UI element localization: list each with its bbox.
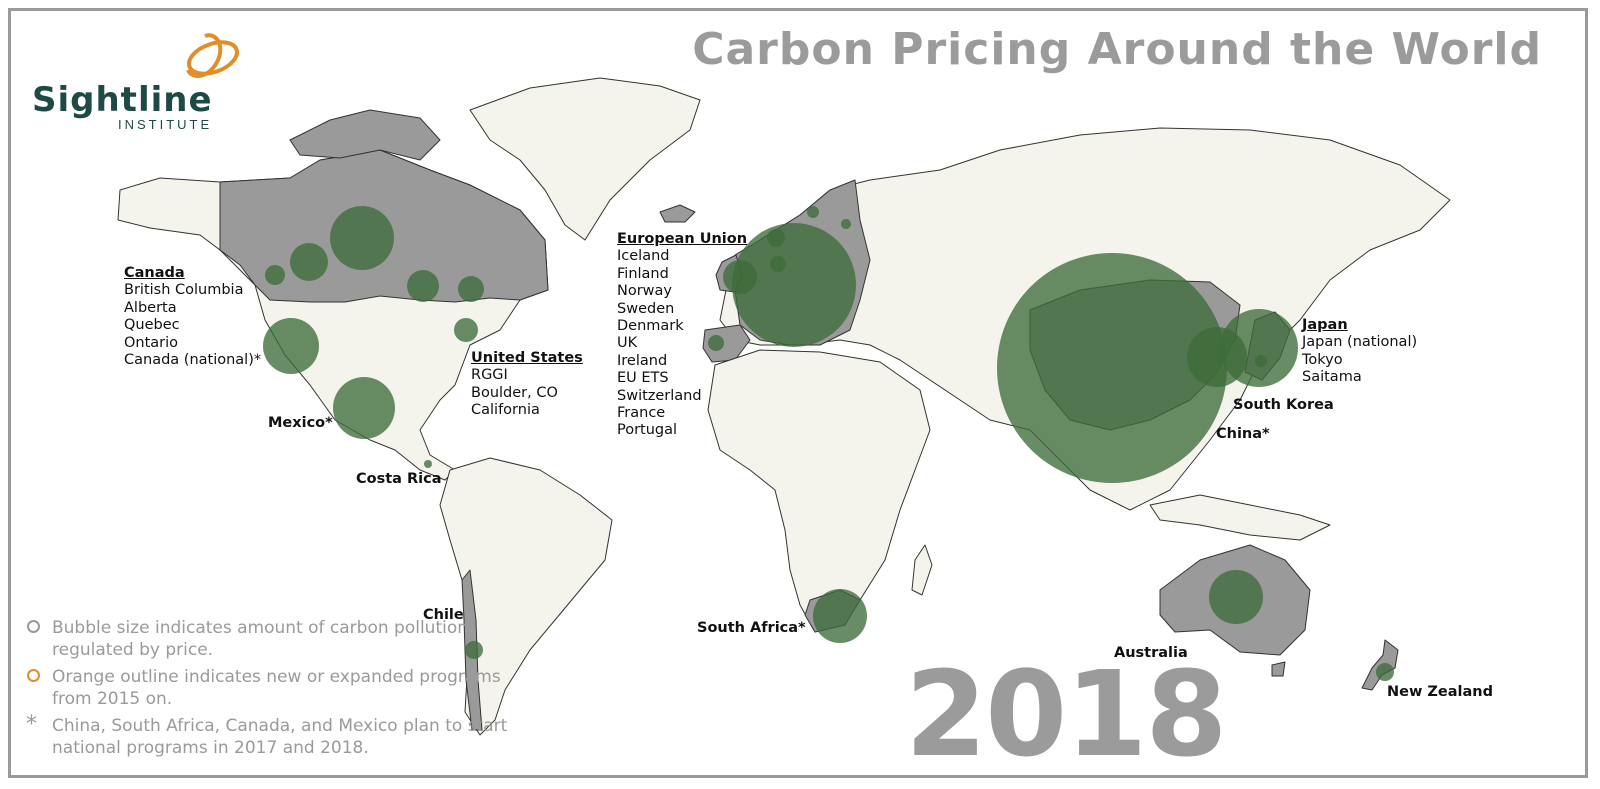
bubble-south-korea <box>1187 327 1247 387</box>
european-union-item: Iceland <box>617 248 670 265</box>
united-states-item: California <box>471 402 540 419</box>
canada-programs: Canada British Columbia Alberta Quebec O… <box>124 265 261 369</box>
canada-item: Ontario <box>124 334 179 351</box>
united-states-item: RGGI <box>471 367 508 384</box>
bubble-south-africa <box>813 589 867 643</box>
madagascar-landmass <box>911 544 933 596</box>
japan-heading: Japan <box>1302 317 1348 333</box>
map-frame <box>8 8 1588 778</box>
bubble-ontario <box>407 270 439 302</box>
bubble-australia <box>1209 570 1263 624</box>
canada-heading: Canada <box>124 265 185 281</box>
japan-item: Tokyo <box>1302 351 1343 368</box>
logo-subtitle: INSTITUTE <box>118 117 213 132</box>
legend-orange-outline-text: Orange outline indicates new or expanded… <box>52 667 501 709</box>
bubble-tokyo <box>1255 355 1267 367</box>
asterisk-icon: * <box>26 712 37 737</box>
label-mexico: Mexico* <box>268 415 333 431</box>
japan-programs: Japan Japan (national) Tokyo Saitama <box>1302 317 1417 387</box>
japan-item: Japan (national) <box>1302 334 1418 351</box>
label-new-zealand: New Zealand <box>1387 684 1494 700</box>
japan-item: Saitama <box>1302 369 1362 386</box>
bubble-portugal <box>708 335 724 351</box>
bubble-british-columbia <box>265 265 285 285</box>
european-union-item: Finland <box>617 265 669 282</box>
hollow-circle-icon <box>27 620 40 633</box>
european-union-item: Sweden <box>617 300 675 317</box>
bubble-california <box>263 318 319 374</box>
european-union-item: France <box>617 405 666 422</box>
label-china: China* <box>1216 426 1270 442</box>
canada-item: Canada (national)* <box>124 352 262 369</box>
bubble-mexico <box>333 377 395 439</box>
canada-item: Quebec <box>124 317 180 334</box>
bubble-quebec <box>458 276 484 302</box>
greenland-landmass <box>469 77 701 241</box>
united-states-item: Boulder, CO <box>471 384 558 401</box>
tasmania-shaded-region <box>1271 661 1286 677</box>
year-label: 2018 <box>905 645 1227 783</box>
bubble-france <box>770 256 786 272</box>
arctic-islands <box>289 109 441 161</box>
european-union-item: Portugal <box>617 422 678 439</box>
legend-bubble-size-text: Bubble size indicates amount of carbon p… <box>52 618 469 660</box>
label-south-korea: South Korea <box>1233 397 1334 413</box>
european-union-item: UK <box>617 335 638 352</box>
european-union-heading: European Union <box>617 231 748 247</box>
european-union-item: Ireland <box>617 352 668 369</box>
european-union-programs: European Union Iceland Finland Norway Sw… <box>617 231 747 440</box>
european-union-item: Switzerland <box>617 387 702 404</box>
bubble-new-zealand <box>1376 663 1394 681</box>
label-costa-rica: Costa Rica <box>356 471 442 487</box>
bubble-norway <box>767 229 785 247</box>
european-union-item: Denmark <box>617 318 684 335</box>
bubble-eu-ets <box>732 223 856 347</box>
label-chile: Chile <box>423 607 464 623</box>
bubble-finland <box>841 219 851 229</box>
southeast-asia-islands <box>1149 494 1331 541</box>
sightline-logo-icon <box>186 33 239 78</box>
united-states-heading: United States <box>471 350 583 366</box>
bubble-costa-rica <box>424 460 432 468</box>
bubble-sweden <box>807 206 819 218</box>
orange-circle-icon <box>27 669 40 682</box>
legend-bubble-size: Bubble size indicates amount of carbon p… <box>26 617 532 661</box>
united-states-programs: United States RGGI Boulder, CO Californi… <box>471 350 583 420</box>
logo-name: Sightline <box>32 80 213 120</box>
canada-item: Alberta <box>124 299 177 316</box>
map-legend: Bubble size indicates amount of carbon p… <box>26 617 532 764</box>
label-south-africa: South Africa* <box>697 620 806 636</box>
bubble-chile <box>465 641 483 659</box>
label-australia: Australia <box>1114 645 1188 661</box>
european-union-item: Norway <box>617 283 673 300</box>
map-title: Carbon Pricing Around the World <box>692 24 1542 75</box>
legend-orange-outline: Orange outline indicates new or expanded… <box>26 666 532 710</box>
bubble-china <box>997 253 1227 483</box>
european-union-item: EU ETS <box>617 370 669 387</box>
bubble-uk <box>723 260 757 294</box>
canada-item: British Columbia <box>124 282 244 299</box>
bubble-alberta <box>290 243 328 281</box>
legend-asterisk-text: China, South Africa, Canada, and Mexico … <box>52 716 508 758</box>
legend-asterisk: * China, South Africa, Canada, and Mexic… <box>26 712 532 759</box>
bubble-rggi <box>454 318 478 342</box>
iceland-shaded-region <box>659 204 696 223</box>
bubble-canada-national <box>330 206 394 270</box>
